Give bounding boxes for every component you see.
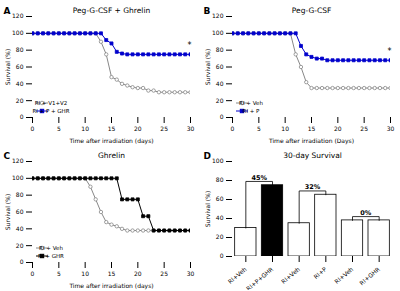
svg-text:25: 25	[160, 270, 168, 277]
svg-text:100: 100	[212, 29, 224, 36]
svg-text:60: 60	[216, 63, 224, 70]
svg-text:RI+P: RI+P	[312, 265, 328, 280]
svg-text:20: 20	[134, 270, 142, 277]
svg-text:RI + P + GHR: RI + P + GHR	[32, 108, 69, 114]
svg-text:20: 20	[334, 125, 342, 132]
svg-text:60: 60	[16, 208, 24, 215]
svg-text:0: 0	[231, 125, 235, 132]
svg-text:*: *	[187, 41, 191, 50]
svg-text:30: 30	[187, 270, 195, 277]
svg-text:10: 10	[81, 125, 89, 132]
svg-text:60: 60	[16, 63, 24, 70]
svg-text:20: 20	[16, 242, 24, 249]
svg-text:Peg-G-CSF: Peg-G-CSF	[292, 6, 331, 15]
svg-text:5: 5	[257, 125, 261, 132]
svg-text:5: 5	[57, 125, 61, 132]
svg-text:0: 0	[220, 252, 224, 259]
svg-text:RI + P: RI + P	[243, 108, 261, 114]
svg-text:D: D	[204, 151, 211, 161]
svg-text:80: 80	[216, 46, 224, 53]
svg-text:RI+Veh: RI+Veh	[333, 265, 355, 285]
svg-text:15: 15	[308, 125, 316, 132]
svg-text:60: 60	[216, 195, 224, 202]
svg-text:0: 0	[220, 113, 224, 120]
svg-text:RI + V1+V2: RI + V1+V2	[35, 100, 68, 106]
svg-text:0: 0	[31, 270, 35, 277]
svg-text:Survival (%): Survival (%)	[4, 49, 11, 85]
svg-text:A: A	[4, 6, 11, 16]
svg-text:Survival (%): Survival (%)	[204, 191, 211, 227]
svg-text:20: 20	[134, 125, 142, 132]
svg-text:120: 120	[212, 12, 224, 19]
svg-text:40: 40	[16, 225, 24, 232]
svg-text:RI + GHR: RI + GHR	[38, 253, 64, 259]
svg-text:Time after irradiation (days): Time after irradiation (days)	[68, 282, 153, 290]
svg-text:0%: 0%	[360, 209, 372, 217]
svg-text:40: 40	[16, 80, 24, 87]
svg-text:80: 80	[216, 176, 224, 183]
svg-text:80: 80	[16, 191, 24, 198]
svg-text:RI + Veh: RI + Veh	[239, 100, 263, 106]
svg-text:10: 10	[81, 270, 89, 277]
svg-text:Time after irradiation (days): Time after irradiation (days)	[68, 137, 153, 145]
svg-text:0: 0	[20, 113, 24, 120]
svg-text:10: 10	[281, 125, 289, 132]
svg-text:25: 25	[360, 125, 368, 132]
svg-text:Peg-G-CSF + Ghrelin: Peg-G-CSF + Ghrelin	[73, 6, 151, 15]
svg-text:40: 40	[216, 214, 224, 221]
svg-text:5: 5	[57, 270, 61, 277]
svg-text:80: 80	[16, 46, 24, 53]
svg-text:RI+GHR: RI+GHR	[358, 265, 381, 286]
svg-text:*: *	[387, 47, 391, 56]
svg-text:Time after irradiation (Days): Time after irradiation (Days)	[268, 137, 354, 145]
svg-text:30-day Survival: 30-day Survival	[283, 151, 342, 160]
svg-text:20: 20	[216, 233, 224, 240]
svg-text:RI+Veh: RI+Veh	[280, 265, 302, 285]
svg-text:25: 25	[160, 125, 168, 132]
svg-text:100: 100	[212, 157, 224, 164]
svg-text:120: 120	[12, 157, 24, 164]
svg-text:120: 120	[12, 12, 24, 19]
svg-text:C: C	[4, 151, 11, 161]
svg-text:45%: 45%	[251, 174, 267, 182]
svg-text:15: 15	[108, 125, 116, 132]
svg-text:30: 30	[187, 125, 195, 132]
svg-text:20: 20	[16, 97, 24, 104]
svg-text:100: 100	[12, 174, 24, 181]
svg-text:Survival (%): Survival (%)	[4, 194, 11, 230]
svg-text:RI+P+GHR: RI+P+GHR	[245, 265, 275, 290]
svg-text:B: B	[204, 6, 211, 16]
svg-text:RI+Veh: RI+Veh	[226, 265, 248, 285]
svg-text:40: 40	[216, 80, 224, 87]
svg-text:15: 15	[108, 270, 116, 277]
svg-text:32%: 32%	[305, 183, 321, 191]
svg-text:100: 100	[12, 29, 24, 36]
svg-text:0: 0	[20, 258, 24, 265]
svg-text:30: 30	[387, 125, 395, 132]
svg-text:20: 20	[216, 97, 224, 104]
svg-text:RI + Veh: RI + Veh	[39, 245, 63, 251]
svg-text:Ghrelin: Ghrelin	[98, 151, 125, 160]
svg-text:Survival (%): Survival (%)	[204, 49, 211, 85]
svg-text:0: 0	[31, 125, 35, 132]
